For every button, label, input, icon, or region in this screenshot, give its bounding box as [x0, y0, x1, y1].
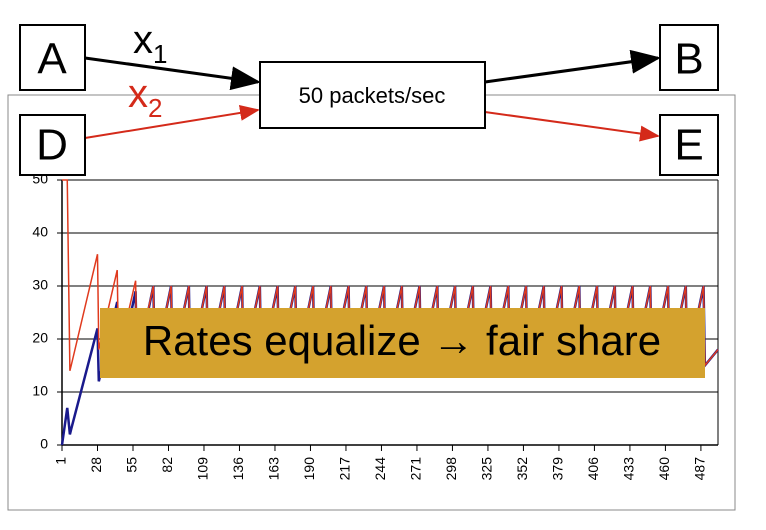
y-tick-label: 20: [32, 330, 48, 346]
router-label: 50 packets/sec: [299, 83, 446, 108]
flow-sub: 2: [148, 93, 162, 123]
arrow: [84, 104, 260, 139]
x-tick-label: 379: [550, 457, 566, 481]
x-tick-label: 298: [443, 457, 459, 481]
node-label: B: [674, 35, 703, 84]
diagram: A B D E 50 packets/sec x1 x2: [19, 18, 719, 176]
node-label: E: [674, 121, 703, 170]
x-tick-label: 325: [479, 457, 495, 481]
x-tick-label: 55: [124, 457, 140, 473]
x-tick-label: 352: [514, 457, 530, 481]
x-tick-label: 406: [585, 457, 601, 481]
x-tick-label: 82: [159, 457, 175, 473]
flow-sub: 1: [153, 39, 167, 69]
node-box: [19, 24, 86, 91]
x-tick-label: 190: [301, 457, 317, 481]
node-box: [659, 24, 719, 91]
node-box: [19, 114, 86, 176]
banner: [100, 308, 705, 378]
x-tick-label: 1: [53, 457, 69, 465]
arrow: [84, 56, 261, 91]
flow-label: x1: [133, 18, 167, 69]
y-tick-label: 40: [32, 224, 48, 240]
x-tick-label: 271: [408, 457, 424, 481]
x-tick-label: 28: [88, 457, 104, 473]
flow-var: x: [128, 72, 148, 116]
flow-label: x2: [128, 72, 162, 123]
banner-text: Rates equalize → fair share: [143, 317, 661, 364]
x-tick-label: 109: [195, 457, 211, 481]
x-tick-label: 487: [692, 457, 708, 481]
x-tick-label: 433: [621, 457, 637, 481]
y-tick-label: 0: [40, 436, 48, 452]
x-tick-label: 136: [230, 457, 246, 481]
x-tick-label: 217: [337, 457, 353, 481]
arrow: [484, 49, 661, 84]
flow-var: x: [133, 18, 153, 62]
x-tick-label: 163: [266, 457, 282, 481]
arrow: [484, 111, 660, 142]
node-box: [659, 114, 719, 176]
router-box: [259, 61, 486, 129]
node-label: D: [36, 121, 68, 170]
node-label: A: [37, 35, 67, 84]
y-tick-label: 10: [32, 383, 48, 399]
y-tick-label: 30: [32, 277, 48, 293]
x-tick-label: 244: [372, 457, 388, 481]
x-tick-label: 460: [656, 457, 672, 481]
